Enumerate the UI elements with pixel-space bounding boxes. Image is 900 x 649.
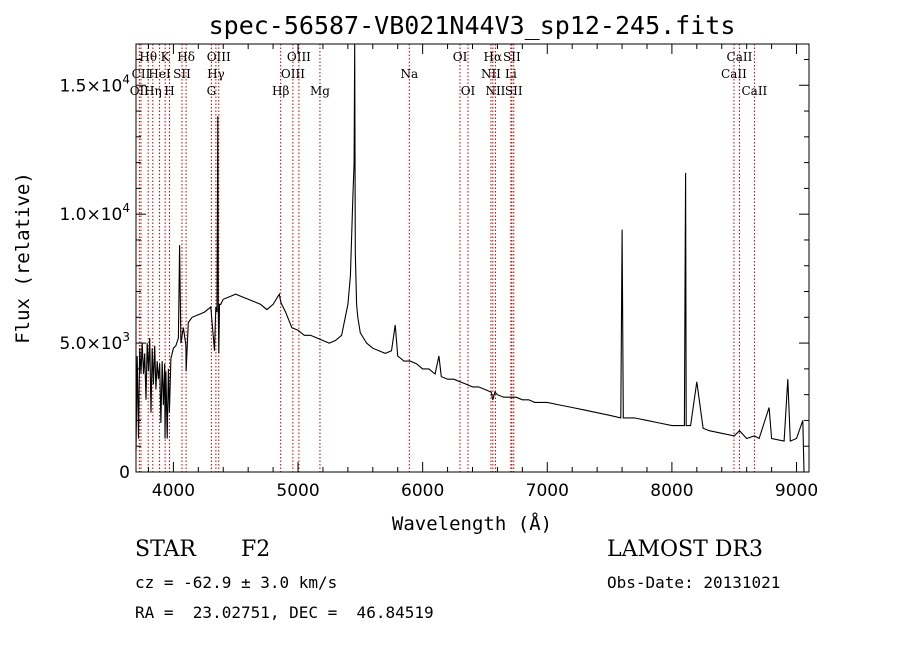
line-label-18: OI: [461, 84, 476, 98]
line-label-23: NII: [485, 84, 505, 98]
line-label-3: K: [161, 50, 171, 64]
x-tick-label: 7000: [526, 481, 569, 501]
line-label-6: SII: [173, 67, 191, 81]
line-label-20: SII: [503, 50, 521, 64]
line-label-9: OIII: [207, 50, 231, 64]
y-tick-exponent: 4: [122, 72, 130, 86]
x-tick-label: 9000: [775, 481, 818, 501]
line-label-21: NII: [481, 67, 501, 81]
x-tick-label: 6000: [401, 481, 444, 501]
x-axis-label: Wavelength (Å): [392, 512, 552, 535]
y-axis-label: Flux (relative): [12, 172, 34, 344]
line-label-27: CaII: [741, 84, 767, 98]
line-label-7: H: [164, 84, 174, 98]
line-label-22: Li: [505, 67, 517, 81]
object-subclass: F2: [241, 537, 271, 562]
line-label-15: Mg: [310, 84, 330, 98]
line-label-2: OII: [130, 84, 150, 98]
y-tick-exponent: 3: [122, 330, 130, 344]
line-label-5: Hη: [144, 84, 162, 98]
y-tick-mantissa: 5.0×10: [59, 334, 122, 354]
x-tick-label: 4000: [152, 481, 195, 501]
y-tick-label: 0: [119, 463, 130, 483]
sky-coordinates: RA = 23.02751, DEC = 46.84519: [135, 603, 434, 622]
object-class: STAR: [135, 537, 196, 562]
redshift-velocity: cz = -62.9 ± 3.0 km/s: [135, 573, 338, 592]
line-label-8: Hδ: [177, 50, 195, 64]
line-label-16: Na: [400, 67, 418, 81]
x-tick-label: 5000: [276, 481, 319, 501]
line-label-10: Hγ: [207, 67, 225, 81]
line-label-13: OIII: [287, 50, 311, 64]
emission-line-markers: [138, 44, 755, 472]
y-tick-exponent: 4: [122, 201, 130, 215]
line-label-0: Hθ: [139, 50, 157, 64]
observation-date: Obs-Date: 20131021: [607, 573, 781, 592]
plot-frame: [135, 43, 810, 473]
line-label-19: Hα: [484, 50, 503, 64]
line-label-25: CaII: [727, 50, 753, 64]
line-label-12: Hβ: [272, 84, 289, 98]
y-tick-label: 1.5×104: [59, 72, 130, 96]
chart-title: spec-56587-VB021N44V3_sp12-245.fits: [209, 11, 736, 40]
y-tick-mantissa: 1.5×10: [59, 76, 122, 96]
spectrum-line: [135, 43, 806, 473]
line-label-17: OI: [453, 50, 468, 64]
y-tick-mantissa: 0: [119, 463, 130, 483]
line-label-14: OIII: [281, 67, 305, 81]
line-label-26: CaII: [721, 67, 747, 81]
line-label-4: HeI: [148, 67, 171, 81]
line-label-11: G: [207, 84, 217, 98]
survey-name: LAMOST DR3: [607, 537, 763, 562]
y-tick-label: 1.0×104: [59, 201, 130, 225]
y-tick-mantissa: 1.0×10: [59, 205, 122, 225]
x-tick-label: 8000: [650, 481, 693, 501]
y-tick-label: 5.0×103: [59, 330, 130, 354]
line-label-24: SII: [505, 84, 523, 98]
x-axis-ticks: 4000 5000 6000 7000 8000 9000: [147, 44, 818, 501]
